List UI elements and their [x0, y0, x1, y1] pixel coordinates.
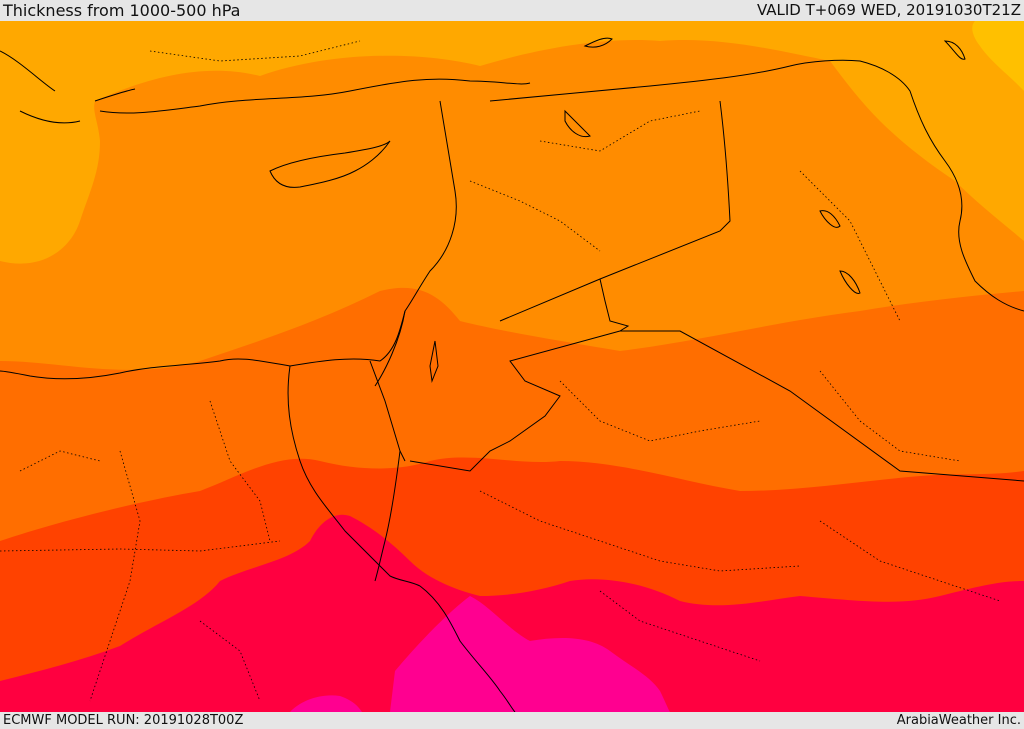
- valid-time: VALID T+069 WED, 20191030T21Z: [756, 1, 1021, 19]
- header-bar: Thickness from 1000-500 hPa VALID T+069 …: [0, 0, 1024, 21]
- band-7: [390, 596, 670, 712]
- map-canvas: [0, 21, 1024, 712]
- footer-bar: ECMWF MODEL RUN: 20191028T00Z ArabiaWeat…: [0, 712, 1024, 729]
- map-title: Thickness from 1000-500 hPa: [3, 1, 241, 20]
- model-run: ECMWF MODEL RUN: 20191028T00Z: [3, 713, 244, 728]
- borders-solid: [369, 59, 1024, 482]
- band-2-ne-cut: [830, 61, 1024, 241]
- band-7b: [290, 695, 362, 712]
- borders-dotted: [0, 40, 1001, 702]
- coastlines: [0, 37, 966, 712]
- thickness-map: [0, 21, 1024, 712]
- band-1: [972, 21, 1024, 91]
- band-6: [0, 514, 1024, 712]
- credit: ArabiaWeather Inc.: [896, 713, 1021, 728]
